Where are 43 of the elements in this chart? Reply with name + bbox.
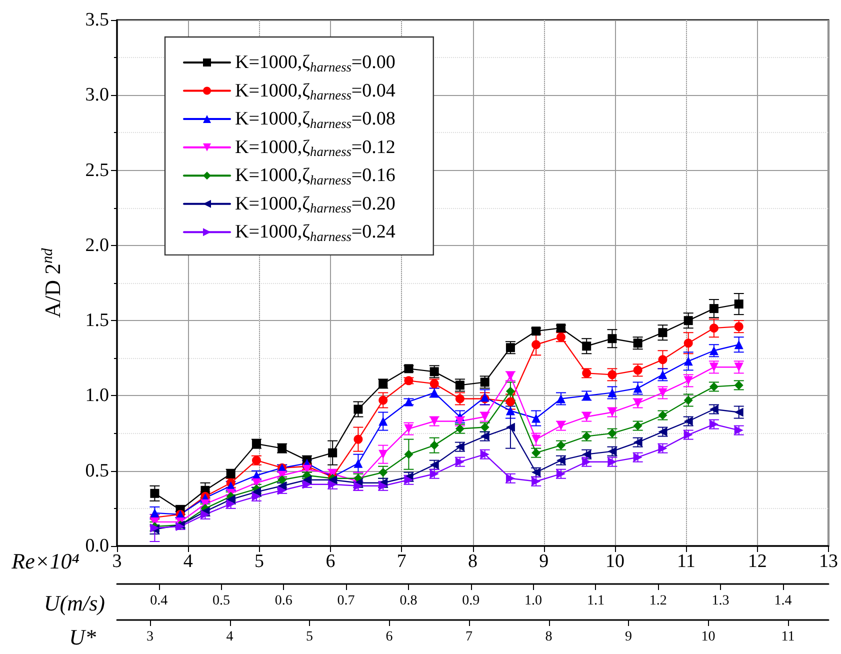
x-tick-label: 10 bbox=[606, 551, 625, 572]
text: 8 bbox=[545, 630, 552, 644]
text: U* bbox=[69, 624, 96, 650]
x2-tick-label: 1.1 bbox=[586, 594, 604, 608]
x-tick-label: 11 bbox=[677, 551, 696, 572]
x2-tick-label: 1.0 bbox=[524, 594, 542, 608]
x-tick-label: 8 bbox=[468, 551, 478, 572]
text: 5 bbox=[306, 630, 313, 644]
x-tick-label: 13 bbox=[819, 551, 838, 572]
text: 9 bbox=[625, 630, 632, 644]
x-tick-label: 9 bbox=[539, 551, 549, 572]
y-tick-label: 0.0 bbox=[85, 536, 109, 556]
y-tick-label: 2.5 bbox=[85, 160, 109, 181]
x2-tick-label: 0.4 bbox=[150, 594, 168, 608]
x2-tick-label: 1.2 bbox=[649, 594, 667, 608]
y-tick-label: 3.0 bbox=[85, 84, 109, 106]
x2-tick-label: 0.6 bbox=[274, 594, 292, 608]
x2-tick-label: 0.5 bbox=[212, 594, 230, 608]
x2-tick-label: 0.8 bbox=[400, 594, 418, 608]
x2-tick-label: 0.7 bbox=[337, 594, 355, 608]
x-tick-label: 12 bbox=[748, 551, 767, 572]
x-tick-label: 6 bbox=[326, 551, 336, 572]
x2-axis-title: U(m/s) bbox=[44, 590, 105, 616]
y-axis-title: A/D 2nd bbox=[39, 248, 66, 318]
y-tick-label: 1.5 bbox=[85, 310, 109, 332]
x2-tick-label: 1.4 bbox=[774, 594, 792, 608]
x2-tick-label: 0.9 bbox=[462, 594, 480, 608]
x-tick-label: 3 bbox=[112, 551, 122, 572]
y-tick-label: 3.5 bbox=[85, 10, 109, 30]
x-tick-label: 7 bbox=[396, 551, 406, 572]
text: 4 bbox=[226, 630, 234, 644]
y-tick-label: 0.5 bbox=[85, 460, 109, 482]
text: 6 bbox=[386, 630, 393, 644]
y-tick-label: 1.0 bbox=[85, 385, 109, 406]
text: 7 bbox=[466, 630, 472, 644]
text: 10 bbox=[701, 630, 716, 644]
x2-tick-label: 1.3 bbox=[712, 594, 730, 608]
x-tick-label: 5 bbox=[254, 551, 264, 572]
text: 3 bbox=[146, 630, 154, 644]
y-tick-label: 2.0 bbox=[85, 234, 109, 256]
x-axis-title: Re×10⁴ bbox=[10, 548, 80, 574]
text: 11 bbox=[781, 630, 795, 644]
x-tick-label: 4 bbox=[183, 551, 194, 572]
